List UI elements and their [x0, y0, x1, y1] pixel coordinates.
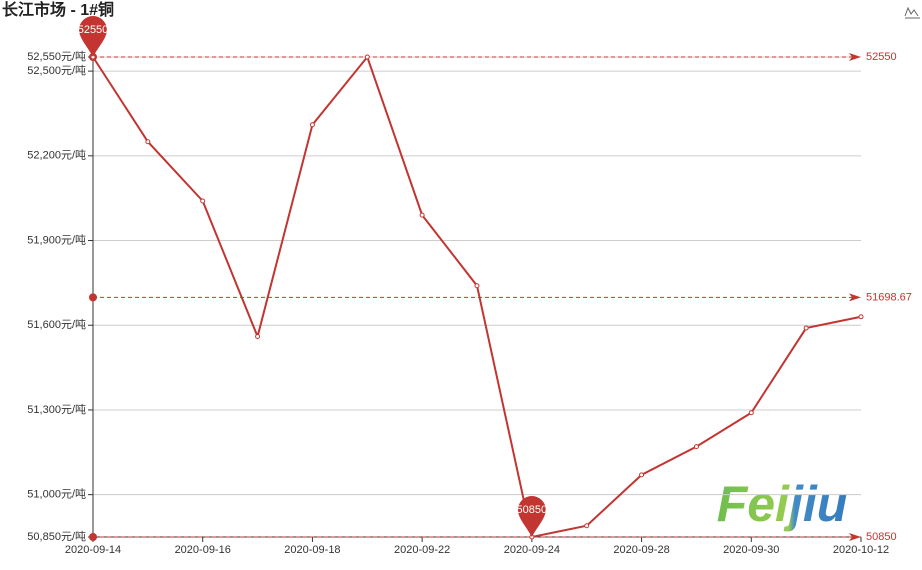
x-tick-label: 2020-09-24 — [504, 544, 560, 556]
mark-line-start — [89, 533, 97, 541]
x-tick-label: 2020-09-28 — [613, 544, 669, 556]
y-tick-label: 50,850元/吨 — [27, 530, 86, 543]
x-tick-label: 2020-09-16 — [175, 544, 231, 556]
mark-line-label: 51698.67 — [866, 291, 912, 303]
data-point — [639, 472, 645, 478]
y-tick-label: 52,550元/吨 — [27, 50, 86, 63]
mark-point-label: 52550 — [78, 24, 109, 36]
mark-line-arrow — [849, 293, 861, 302]
y-tick-label: 51,600元/吨 — [27, 318, 86, 331]
chart-title: 长江市场 - 1#铜 — [2, 0, 114, 19]
data-point — [200, 198, 206, 204]
x-tick-label: 2020-09-22 — [394, 544, 450, 556]
x-tick-label: 2020-09-30 — [723, 544, 779, 556]
y-tick-label: 52,500元/吨 — [27, 64, 86, 77]
data-point — [145, 139, 151, 145]
mark-line-label: 50850 — [866, 531, 897, 543]
watermark: Feijiu — [717, 476, 848, 532]
data-point — [255, 334, 261, 340]
data-point — [474, 283, 480, 289]
chart-type-icon[interactable] — [904, 6, 920, 19]
data-point — [584, 523, 590, 529]
mark-point — [517, 496, 546, 537]
y-tick-label: 51,000元/吨 — [27, 488, 86, 501]
data-point — [364, 54, 370, 60]
data-point — [309, 122, 315, 128]
y-tick-label: 52,200元/吨 — [27, 149, 86, 162]
mark-point-label: 50850 — [517, 504, 548, 516]
data-point — [858, 314, 864, 320]
mark-line-arrow — [849, 53, 861, 61]
x-tick-label: 2020-09-18 — [284, 544, 340, 556]
mark-point — [79, 16, 107, 57]
mark-line-arrow — [849, 533, 861, 541]
data-point — [748, 410, 754, 416]
mark-line-start — [89, 293, 97, 302]
mark-line-label: 52550 — [866, 51, 897, 63]
x-tick-label: 2020-10-12 — [833, 544, 889, 556]
y-tick-label: 51,900元/吨 — [27, 233, 86, 246]
data-point — [803, 325, 809, 331]
data-point — [693, 444, 699, 450]
y-tick-label: 51,300元/吨 — [27, 403, 86, 416]
data-point — [419, 212, 425, 218]
x-tick-label: 2020-09-14 — [65, 544, 121, 556]
